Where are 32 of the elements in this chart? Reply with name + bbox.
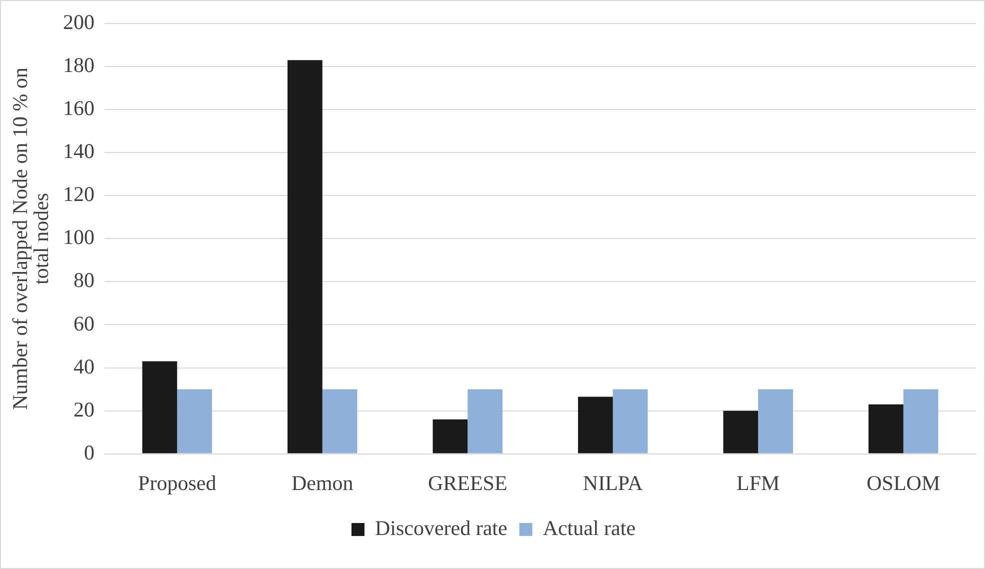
bar <box>578 396 613 454</box>
y-tick-label: 120 <box>63 182 94 206</box>
y-tick-label: 100 <box>63 225 94 250</box>
y-tick-label: 80 <box>74 268 94 292</box>
y-axis-title: Number of overlapped Node on 10 % on total nodes <box>8 67 54 410</box>
bar <box>723 410 758 454</box>
x-tick-label: GREESE <box>428 470 508 495</box>
y-tick-label: 0 <box>84 440 94 464</box>
bar <box>322 389 358 454</box>
x-tick-label: OSLOM <box>866 470 940 495</box>
x-tick-label: NILPA <box>582 470 644 495</box>
bar <box>288 60 322 454</box>
y-tick-label: 40 <box>74 354 94 378</box>
bar <box>612 389 648 454</box>
bar <box>868 404 904 454</box>
y-tick-label: 140 <box>63 139 94 164</box>
y-tick-label: 160 <box>63 96 94 120</box>
y-tick-label: 60 <box>74 311 94 336</box>
y-tick-label: 200 <box>63 10 94 34</box>
x-tick-label: LFM <box>736 470 780 495</box>
y-tick-label: 180 <box>63 53 94 78</box>
legend-label: Discovered rate <box>374 516 508 540</box>
bar <box>758 389 793 454</box>
bar <box>142 361 178 454</box>
bar <box>177 389 212 454</box>
x-tick-label: Demon <box>291 470 354 495</box>
legend-label: Actual rate <box>542 516 636 540</box>
y-tick-label: 20 <box>74 397 94 422</box>
bar <box>432 419 468 454</box>
bar <box>903 389 938 454</box>
bar <box>468 389 502 454</box>
x-tick-label: Proposed <box>138 470 217 495</box>
